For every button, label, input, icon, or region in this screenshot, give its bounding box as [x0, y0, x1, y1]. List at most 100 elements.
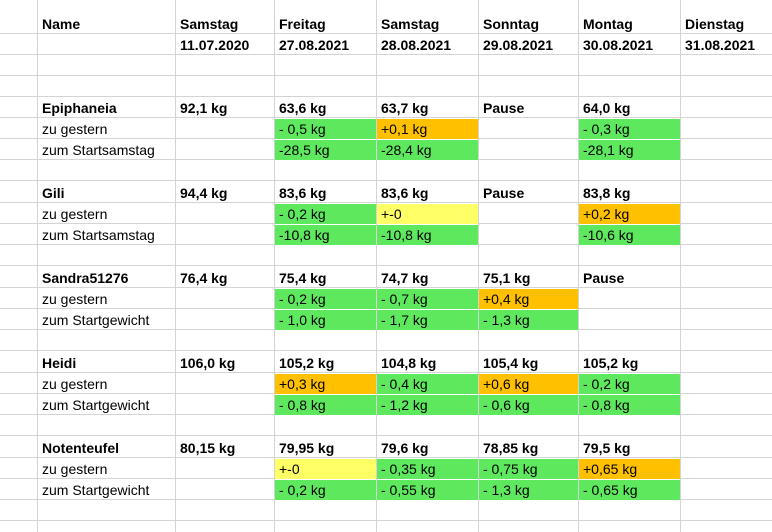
- weight-cell[interactable]: 92,1 kg: [180, 100, 228, 116]
- weight-cell[interactable]: 83,6 kg: [381, 185, 429, 201]
- weight-cell[interactable]: Pause: [583, 270, 625, 286]
- diff-cell[interactable]: -10,6 kg: [579, 225, 680, 245]
- diff-cell[interactable]: [681, 204, 772, 224]
- diff-cell[interactable]: - 0,6 kg: [479, 395, 578, 415]
- diff-cell[interactable]: [681, 289, 772, 309]
- weight-cell[interactable]: 79,6 kg: [381, 440, 429, 456]
- weight-cell[interactable]: 106,0 kg: [180, 355, 236, 371]
- person-name-cell[interactable]: Heidi: [42, 355, 77, 371]
- weight-cell[interactable]: [681, 183, 772, 203]
- diff-cell[interactable]: - 0,7 kg: [377, 289, 478, 309]
- diff-cell[interactable]: +-0: [377, 204, 478, 224]
- diff-cell[interactable]: [681, 395, 772, 415]
- header-day-cell[interactable]: Freitag: [279, 16, 326, 32]
- weight-cell[interactable]: Pause: [483, 100, 525, 116]
- diff-cell[interactable]: [681, 374, 772, 394]
- diff-cell[interactable]: - 0,5 kg: [275, 119, 376, 139]
- diff-cell[interactable]: [176, 140, 274, 160]
- diff-cell[interactable]: -10,8 kg: [377, 225, 478, 245]
- person-name-cell[interactable]: Notenteufel: [42, 440, 119, 456]
- weight-cell[interactable]: 94,4 kg: [180, 185, 228, 201]
- diff-cell[interactable]: +0,65 kg: [579, 459, 680, 479]
- person-name-cell[interactable]: Sandra51276: [42, 270, 129, 286]
- header-name-cell[interactable]: Name: [42, 16, 81, 32]
- diff-cell[interactable]: - 0,4 kg: [377, 374, 478, 394]
- diff-cell[interactable]: +0,2 kg: [579, 204, 680, 224]
- diff-cell[interactable]: -28,1 kg: [579, 140, 680, 160]
- weight-cell[interactable]: 78,85 kg: [483, 440, 539, 456]
- diff-cell[interactable]: - 0,65 kg: [579, 480, 680, 500]
- weight-cell[interactable]: 105,2 kg: [583, 355, 639, 371]
- row-label-cell[interactable]: zum Startgewicht: [42, 312, 150, 328]
- diff-cell[interactable]: - 0,2 kg: [275, 480, 376, 500]
- diff-cell[interactable]: - 0,55 kg: [377, 480, 478, 500]
- weight-cell[interactable]: 76,4 kg: [180, 270, 228, 286]
- header-date-cell[interactable]: 11.07.2020: [180, 37, 250, 53]
- diff-cell[interactable]: - 1,3 kg: [479, 480, 578, 500]
- diff-cell[interactable]: [579, 310, 680, 330]
- diff-cell[interactable]: - 0,35 kg: [377, 459, 478, 479]
- header-day-cell[interactable]: Dienstag: [685, 16, 745, 32]
- diff-cell[interactable]: [479, 119, 578, 139]
- weight-cell[interactable]: 63,7 kg: [381, 100, 429, 116]
- weight-cell[interactable]: [681, 268, 772, 288]
- row-label-cell[interactable]: zu gestern: [42, 121, 108, 137]
- header-day-cell[interactable]: Sonntag: [483, 16, 539, 32]
- diff-cell[interactable]: [176, 459, 274, 479]
- weight-cell[interactable]: 63,6 kg: [279, 100, 327, 116]
- weight-cell[interactable]: 80,15 kg: [180, 440, 236, 456]
- header-date-cell[interactable]: 27.08.2021: [279, 37, 350, 53]
- diff-cell[interactable]: +-0: [275, 459, 376, 479]
- diff-cell[interactable]: +0,3 kg: [275, 374, 376, 394]
- diff-cell[interactable]: [176, 204, 274, 224]
- person-name-cell[interactable]: Gili: [42, 185, 65, 201]
- row-label-cell[interactable]: zu gestern: [42, 376, 108, 392]
- weight-cell[interactable]: 75,1 kg: [483, 270, 531, 286]
- row-label-cell[interactable]: zum Startsamstag: [42, 142, 155, 158]
- diff-cell[interactable]: -28,4 kg: [377, 140, 478, 160]
- diff-cell[interactable]: [681, 459, 772, 479]
- diff-cell[interactable]: +0,1 kg: [377, 119, 478, 139]
- diff-cell[interactable]: [176, 225, 274, 245]
- diff-cell[interactable]: -10,8 kg: [275, 225, 376, 245]
- weight-cell[interactable]: 79,95 kg: [279, 440, 335, 456]
- header-day-cell[interactable]: Montag: [583, 16, 633, 32]
- diff-cell[interactable]: +0,4 kg: [479, 289, 578, 309]
- diff-cell[interactable]: - 0,2 kg: [579, 374, 680, 394]
- diff-cell[interactable]: - 1,2 kg: [377, 395, 478, 415]
- row-label-cell[interactable]: zum Startsamstag: [42, 227, 155, 243]
- weight-cell[interactable]: 105,4 kg: [483, 355, 539, 371]
- diff-cell[interactable]: [479, 140, 578, 160]
- header-date-cell[interactable]: 30.08.2021: [583, 37, 654, 53]
- weight-cell[interactable]: 79,5 kg: [583, 440, 631, 456]
- diff-cell[interactable]: - 1,3 kg: [479, 310, 578, 330]
- diff-cell[interactable]: [579, 289, 680, 309]
- header-date-cell[interactable]: 29.08.2021: [483, 37, 554, 53]
- diff-cell[interactable]: [176, 395, 274, 415]
- weight-cell[interactable]: [681, 353, 772, 373]
- weight-cell[interactable]: 75,4 kg: [279, 270, 327, 286]
- weight-cell[interactable]: 74,7 kg: [381, 270, 429, 286]
- row-label-cell[interactable]: zum Startgewicht: [42, 482, 150, 498]
- diff-cell[interactable]: - 0,75 kg: [479, 459, 578, 479]
- empty-cell[interactable]: [38, 35, 175, 55]
- diff-cell[interactable]: [176, 289, 274, 309]
- diff-cell[interactable]: -28,5 kg: [275, 140, 376, 160]
- weight-cell[interactable]: 64,0 kg: [583, 100, 631, 116]
- diff-cell[interactable]: [681, 225, 772, 245]
- header-date-cell[interactable]: 28.08.2021: [381, 37, 452, 53]
- diff-cell[interactable]: [681, 480, 772, 500]
- diff-cell[interactable]: - 0,3 kg: [579, 119, 680, 139]
- row-label-cell[interactable]: zu gestern: [42, 206, 108, 222]
- diff-cell[interactable]: [681, 310, 772, 330]
- diff-cell[interactable]: - 0,8 kg: [275, 395, 376, 415]
- header-day-cell[interactable]: Samstag: [180, 16, 239, 32]
- weight-cell[interactable]: 83,6 kg: [279, 185, 327, 201]
- diff-cell[interactable]: [681, 140, 772, 160]
- diff-cell[interactable]: [176, 374, 274, 394]
- weight-cell[interactable]: [681, 438, 772, 458]
- weight-cell[interactable]: 83,8 kg: [583, 185, 631, 201]
- diff-cell[interactable]: [176, 480, 274, 500]
- diff-cell[interactable]: +0,6 kg: [479, 374, 578, 394]
